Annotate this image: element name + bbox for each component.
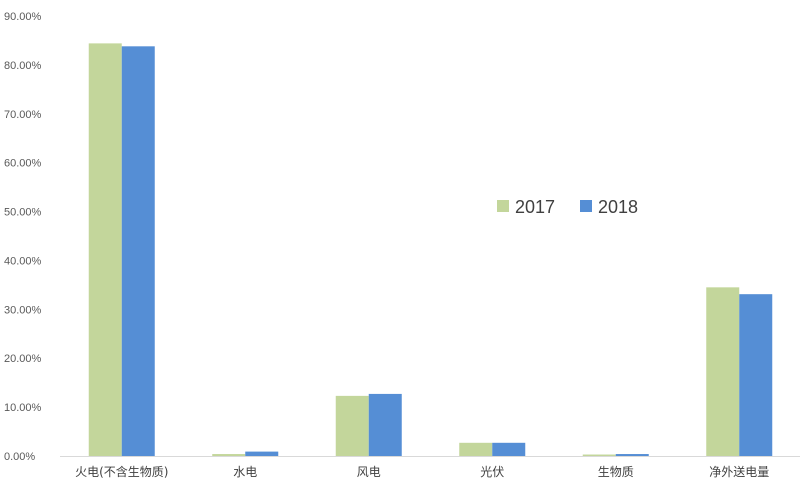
bar-2017-1 (212, 454, 246, 456)
bar-2017-5 (706, 287, 740, 456)
legend-label: 2017 (515, 197, 555, 217)
y-tick-label: 70.00% (4, 109, 42, 121)
legend-swatch-2017 (497, 200, 509, 212)
bar-2018-1 (245, 451, 279, 456)
bar-2017-0 (88, 43, 122, 456)
x-tick-label: 风电 (357, 465, 381, 479)
y-tick-label: 10.00% (4, 402, 42, 414)
y-tick-label: 0.00% (4, 451, 35, 463)
y-tick-label: 40.00% (4, 255, 42, 267)
legend-label: 2018 (598, 197, 638, 217)
bar-2017-3 (459, 442, 493, 456)
bar-2018-2 (368, 393, 402, 456)
y-tick-label: 60.00% (4, 158, 42, 170)
bar-2017-4 (582, 454, 616, 456)
bar-2018-0 (121, 46, 155, 457)
x-tick-label: 水电 (233, 465, 257, 479)
y-tick-label: 30.00% (4, 304, 42, 316)
bar-2018-3 (492, 442, 526, 456)
y-tick-label: 50.00% (4, 207, 42, 219)
y-tick-label: 90.00% (4, 11, 42, 23)
x-tick-label: 光伏 (480, 465, 504, 479)
legend-swatch-2018 (580, 200, 592, 212)
bar-2018-4 (615, 454, 649, 456)
bar-2018-5 (739, 294, 773, 456)
bar-2017-2 (335, 395, 369, 456)
x-tick-label: 火电(不含生物质) (75, 464, 168, 479)
x-tick-label: 净外送电量 (709, 464, 769, 479)
x-tick-label: 生物质 (598, 465, 634, 479)
y-tick-label: 20.00% (4, 353, 42, 365)
y-tick-label: 80.00% (4, 60, 42, 72)
